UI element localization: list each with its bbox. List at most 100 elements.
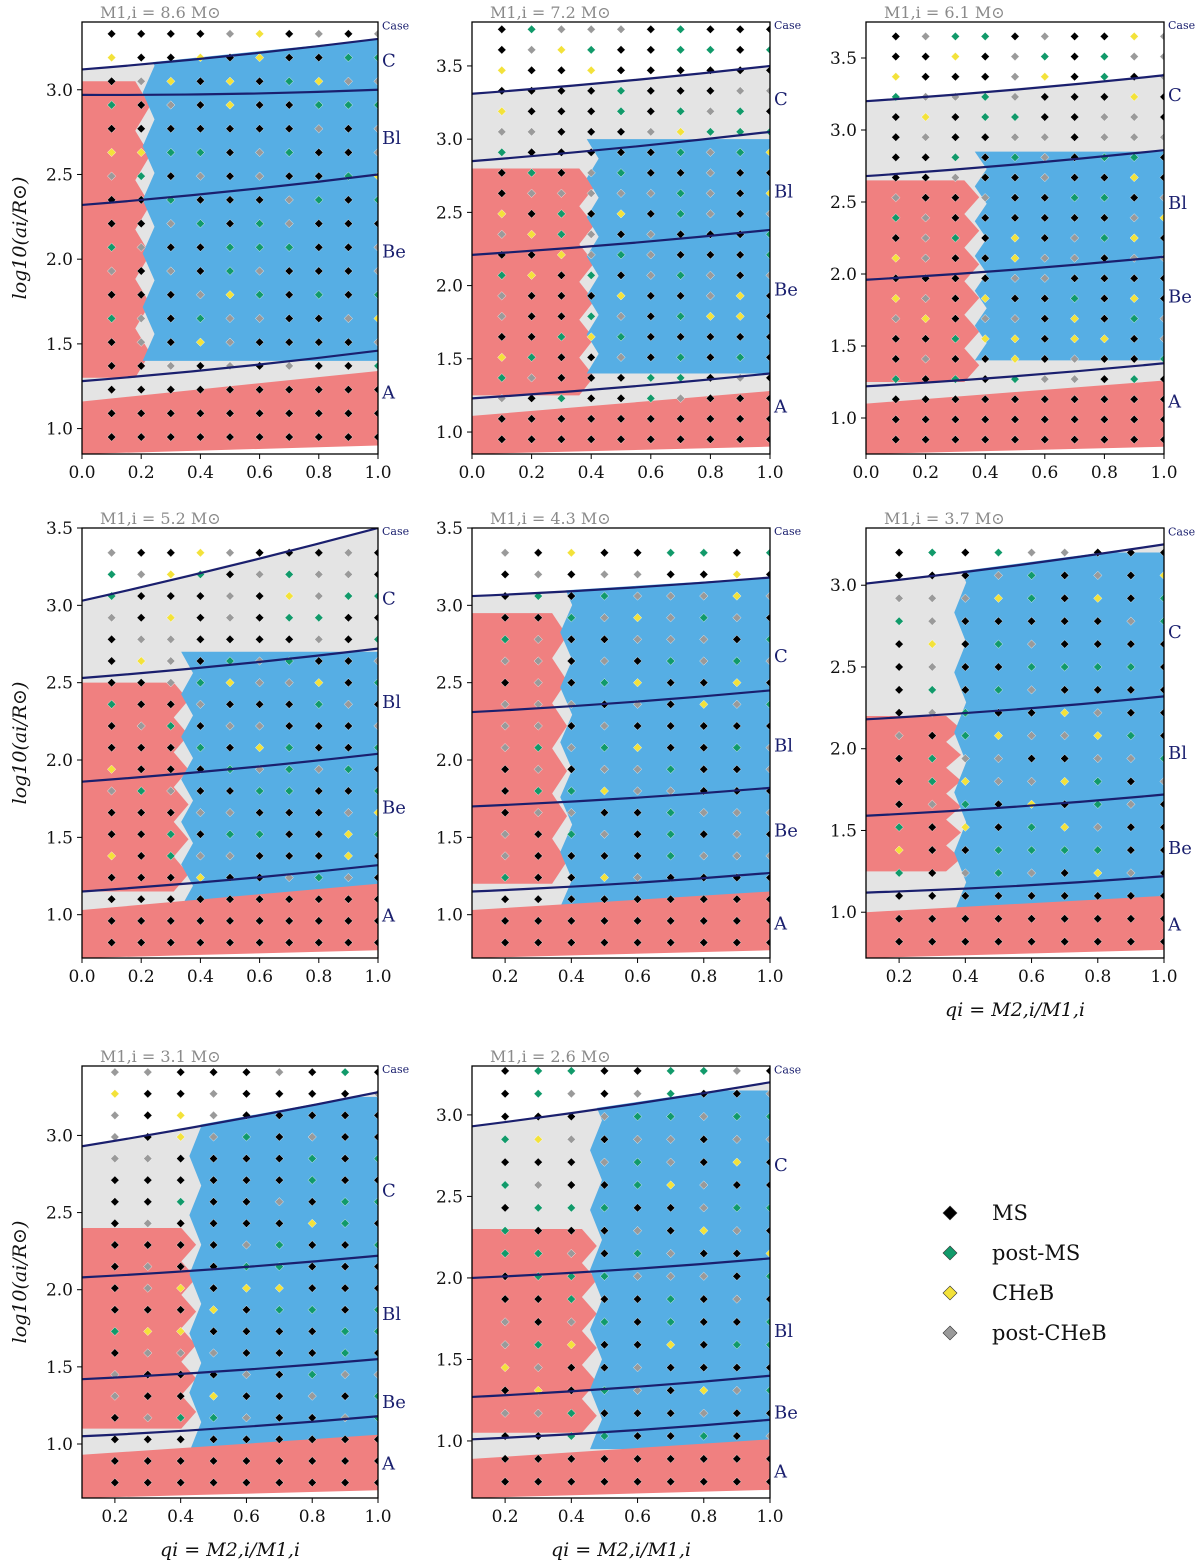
marker <box>732 1294 742 1304</box>
case-label-bl: Bl <box>774 181 793 202</box>
red-region-bottom <box>472 891 770 958</box>
marker <box>980 72 990 82</box>
marker <box>1027 845 1037 855</box>
marker <box>633 656 643 666</box>
marker <box>646 434 656 444</box>
marker <box>927 822 937 832</box>
marker <box>894 822 904 832</box>
marker <box>1060 685 1070 695</box>
marker <box>195 743 205 753</box>
case-boundary-4 <box>82 37 378 71</box>
marker <box>699 938 709 948</box>
marker <box>732 699 742 709</box>
marker <box>705 291 715 301</box>
red-region-bottom <box>866 895 1164 958</box>
marker <box>373 313 378 323</box>
marker <box>373 721 378 731</box>
marker <box>1010 213 1020 223</box>
marker <box>166 591 176 601</box>
marker <box>676 45 686 55</box>
marker <box>373 124 378 134</box>
marker <box>225 721 235 731</box>
marker <box>255 266 265 276</box>
marker <box>1129 31 1139 41</box>
marker <box>1159 639 1164 649</box>
marker <box>950 253 960 263</box>
marker <box>209 1218 219 1228</box>
marker <box>732 764 742 774</box>
marker <box>533 1385 543 1395</box>
legend-marker <box>942 1245 958 1261</box>
marker <box>284 385 294 395</box>
marker <box>136 361 146 371</box>
marker <box>343 786 353 796</box>
marker <box>373 1478 378 1488</box>
marker <box>1027 548 1037 558</box>
marker <box>136 916 146 926</box>
marker <box>566 743 576 753</box>
marker <box>307 1218 317 1228</box>
marker <box>891 394 901 404</box>
marker <box>1129 414 1139 424</box>
marker <box>765 1294 770 1304</box>
marker <box>195 699 205 709</box>
marker <box>1126 776 1136 786</box>
marker <box>1129 213 1139 223</box>
marker <box>950 233 960 243</box>
marker <box>699 743 709 753</box>
marker <box>527 209 537 219</box>
marker <box>1060 639 1070 649</box>
marker <box>143 1240 153 1250</box>
marker <box>676 209 686 219</box>
marker <box>1010 414 1020 424</box>
marker <box>1040 394 1050 404</box>
marker <box>136 721 146 731</box>
marker <box>195 242 205 252</box>
marker <box>136 432 146 442</box>
marker <box>241 1305 251 1315</box>
marker <box>1070 435 1080 445</box>
marker <box>646 106 656 116</box>
marker <box>705 45 715 55</box>
marker <box>699 569 709 579</box>
marker <box>255 808 265 818</box>
marker <box>195 916 205 926</box>
case-boundary-4 <box>472 64 770 95</box>
marker <box>533 1340 543 1350</box>
marker <box>1060 822 1070 832</box>
y-tick-label: 1.5 <box>46 335 73 355</box>
marker <box>195 829 205 839</box>
marker <box>566 829 576 839</box>
marker <box>1159 937 1164 947</box>
marker <box>343 124 353 134</box>
marker <box>616 147 626 157</box>
marker <box>225 266 235 276</box>
marker <box>343 147 353 157</box>
marker <box>586 311 596 321</box>
red-region-left <box>866 716 962 872</box>
x-tick-label: 0.0 <box>68 967 95 987</box>
marker <box>1070 414 1080 424</box>
marker <box>633 1294 643 1304</box>
marker <box>633 1089 643 1099</box>
marker <box>209 1175 219 1185</box>
marker <box>500 1157 510 1167</box>
marker <box>209 1154 219 1164</box>
marker <box>314 721 324 731</box>
unstable-region-top <box>472 22 770 94</box>
marker <box>566 1317 576 1327</box>
marker <box>732 1248 742 1258</box>
marker <box>241 1089 251 1099</box>
marker <box>373 548 378 558</box>
marker <box>373 851 378 861</box>
marker <box>110 1110 120 1120</box>
y-tick-label: 1.0 <box>830 409 857 429</box>
marker <box>143 1110 153 1120</box>
marker <box>586 229 596 239</box>
marker <box>699 1180 709 1190</box>
marker <box>209 1067 219 1077</box>
marker <box>676 393 686 403</box>
marker <box>166 432 176 442</box>
marker <box>195 408 205 418</box>
marker <box>373 894 378 904</box>
